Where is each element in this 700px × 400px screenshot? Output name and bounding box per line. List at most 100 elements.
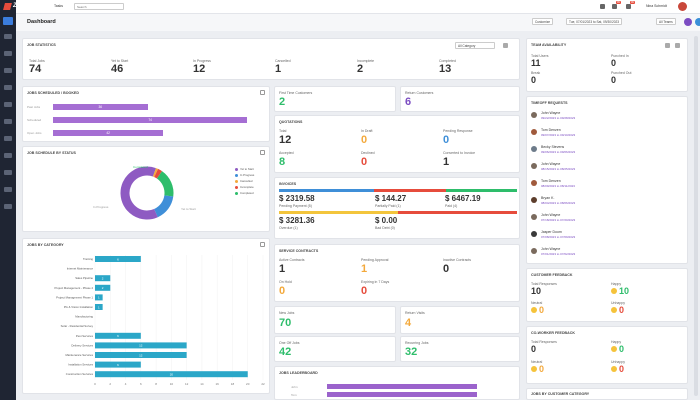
quote-converted-label: Converted to Invoice (443, 151, 476, 155)
pending-payment-label: Pending Payment (5) (279, 204, 312, 208)
total-users-value: 11 (531, 58, 541, 68)
jobs-icon[interactable] (4, 34, 12, 39)
chat-badge: 99 (616, 1, 621, 4)
avatar (531, 248, 537, 254)
page-title[interactable]: Dashboard (27, 19, 56, 25)
return-visits-card: Return Visits 4 (400, 306, 520, 334)
filter-icon[interactable] (684, 18, 692, 26)
legend-label: In Progress (240, 173, 255, 177)
notification-badge: 99 (630, 1, 635, 4)
page-scrollbar[interactable] (694, 36, 698, 396)
cf-total-label: Total Responses (531, 282, 557, 286)
invoices-icon[interactable] (4, 102, 12, 107)
jobs-by-category-card: JOBS BY CATEGORY 0 2 4 6 8 10 12 14 16 18 20 22 Trai… (22, 238, 270, 394)
total-users-label: Total Users (531, 54, 549, 58)
reports-icon[interactable] (4, 170, 12, 175)
notification-icon[interactable] (626, 4, 631, 9)
quote-accepted-label: Accepted (279, 151, 294, 155)
category-bar[interactable] (95, 284, 111, 291)
category-bar[interactable] (95, 275, 111, 282)
avatar (531, 197, 537, 203)
date-range-picker[interactable]: Tue, 07/01/2023 to Sat, 09/30/2023 (566, 18, 623, 25)
category-bar[interactable] (95, 294, 103, 301)
recurring-jobs-card: Recurring Jobs 32 (400, 336, 520, 362)
timeoff-date: 09/06/2023 to 09/06/2023 (541, 150, 576, 154)
settings-icon[interactable] (4, 204, 12, 209)
chat-icon[interactable] (612, 4, 617, 9)
cf-happy-value: 10 (619, 286, 630, 296)
help-icon[interactable] (600, 4, 605, 9)
calendar-icon[interactable] (4, 51, 12, 56)
info-icon[interactable] (503, 43, 508, 48)
category-bar[interactable] (95, 361, 141, 368)
sidebar-icons (0, 34, 16, 221)
settings-small-icon[interactable] (665, 43, 670, 48)
customer-feedback-card: CUSTOMER FEEDBACK Total Responses 10 Hap… (526, 268, 688, 322)
assets-icon[interactable] (4, 136, 12, 141)
team-availability-card: TEAM AVAILABILITY Total Users 11 Punched… (526, 38, 688, 92)
completed-label: Completed (439, 59, 456, 63)
search-input[interactable] (74, 3, 124, 10)
customize-button[interactable]: Customize (532, 18, 554, 25)
card-title: JOB SCHEDULE BY STATUS (27, 151, 76, 155)
expand-icon[interactable] (675, 43, 680, 48)
cancelled-value: 1 (275, 63, 282, 75)
legend-swatch (235, 179, 238, 183)
donut-slice-cancelled[interactable] (152, 168, 159, 178)
donut-slice-incomplete[interactable] (154, 168, 162, 179)
sched-bar[interactable]: 74 (53, 117, 248, 123)
punched-in-label: Punched In (611, 54, 629, 58)
category-bar[interactable] (95, 304, 103, 310)
x-tick-label: 2 (109, 382, 111, 386)
timeoff-date: 07/18/2023 to 07/20/2023 (541, 218, 576, 222)
user-name[interactable]: Nina Schmidt (646, 4, 667, 8)
dashboard-icon[interactable] (3, 17, 13, 25)
legend-label: Incomplete (240, 185, 254, 189)
donut-slice-completed[interactable] (156, 171, 174, 197)
teams-select[interactable]: All Teams (656, 18, 676, 25)
timeoff-requests-card: TIMEOFF REQUESTS John Wayne 09/22/2023 to… (526, 96, 688, 264)
legend-swatch (235, 191, 238, 195)
new-jobs-value: 70 (279, 317, 292, 329)
category-bar[interactable] (95, 342, 187, 349)
contracts-icon[interactable] (4, 119, 12, 124)
category-bar-value: 6 (117, 334, 119, 338)
inventory-icon[interactable] (4, 153, 12, 158)
category-bar[interactable] (95, 352, 187, 358)
one-off-value: 42 (279, 346, 292, 358)
avatar[interactable] (678, 2, 687, 11)
customers-icon[interactable] (4, 68, 12, 73)
category-label: Manufacturing (75, 315, 93, 319)
card-title: TEAM AVAILABILITY (531, 43, 567, 47)
sched-bar[interactable]: 36 (53, 104, 148, 110)
users-icon[interactable] (4, 187, 12, 192)
info-icon[interactable] (260, 242, 265, 247)
refresh-icon[interactable] (695, 18, 700, 26)
partially-paid-value: $ 144.27 (375, 194, 407, 203)
category-label: PG & Vision Installation (64, 305, 94, 309)
module-dropdown[interactable]: Tasks (54, 4, 63, 8)
category-label: Construction Services (66, 372, 94, 376)
paid-label: Paid (4) (445, 204, 458, 208)
legend-item: In Progress (235, 173, 254, 177)
card-title: JOB STATISTICS (27, 43, 56, 47)
category-bar[interactable] (95, 256, 141, 262)
donut-slice-yet-to-start[interactable] (120, 166, 158, 220)
job-status-card: JOB SCHEDULE BY STATUS Completed In Prog… (22, 146, 270, 232)
x-tick-label: 20 (246, 382, 250, 386)
donut-slice-in-progress[interactable] (153, 194, 174, 218)
on-hold-value: 0 (279, 285, 286, 297)
quotations-card: QUOTATIONS Total 12 In Draft 0 Pending R… (274, 115, 520, 173)
quotes-icon[interactable] (4, 85, 12, 90)
legend-item: Incomplete (235, 185, 254, 189)
category-bar[interactable] (95, 332, 141, 339)
punched-out-label: Punched Out (611, 71, 632, 75)
info-icon[interactable] (260, 150, 265, 155)
sched-bar[interactable]: 42 (53, 130, 164, 136)
avatar (531, 163, 537, 169)
category-filter[interactable]: All Category (455, 42, 495, 49)
info-icon[interactable] (260, 90, 265, 95)
expiring-label: Expiring in 7 Days (361, 280, 390, 284)
legend-swatch (235, 167, 238, 171)
category-bar[interactable] (95, 371, 248, 378)
